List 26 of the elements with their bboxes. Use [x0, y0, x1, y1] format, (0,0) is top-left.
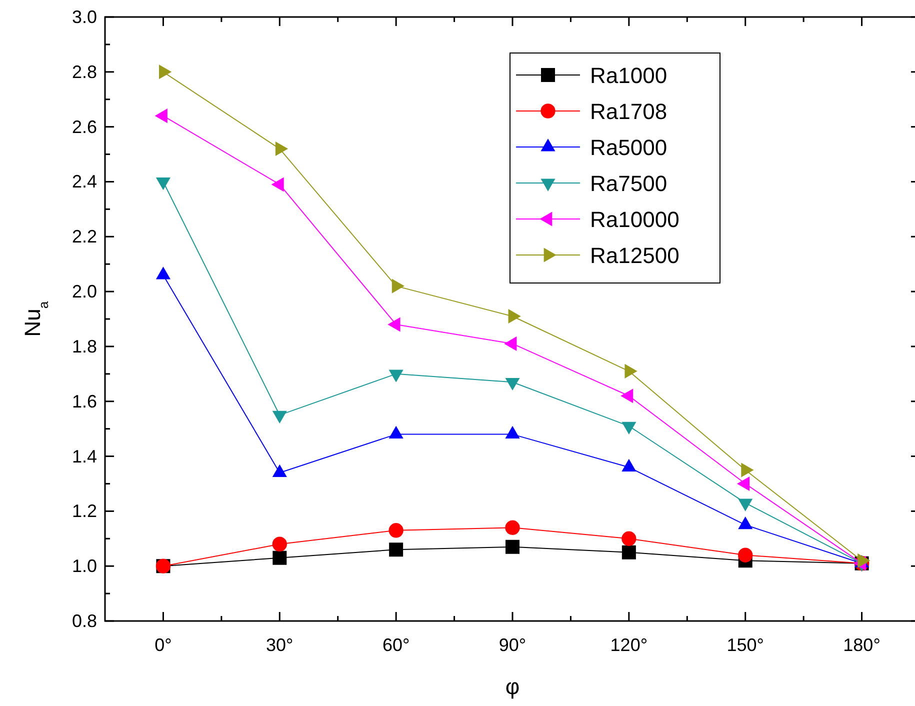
y-tick-label: 1.6	[72, 391, 97, 412]
legend-label: Ra7500	[590, 171, 668, 196]
y-tick-label: 3.0	[72, 7, 97, 27]
x-tick-label: 150°	[726, 635, 764, 655]
y-tick-label: 2.8	[72, 62, 97, 82]
legend-label: Ra1708	[590, 99, 668, 124]
x-tick-label: 180°	[843, 635, 880, 655]
x-axis-title: φ	[505, 674, 520, 699]
x-tick-label: 60°	[382, 635, 410, 655]
legend-label: Ra10000	[590, 207, 680, 232]
y-tick-label: 1.4	[72, 446, 97, 466]
y-tick-label: 1.0	[72, 556, 97, 576]
y-tick-label: 2.0	[72, 282, 97, 302]
legend-label: Ra1000	[590, 63, 668, 88]
y-tick-label: 1.2	[72, 501, 97, 522]
y-tick-label: 1.8	[72, 336, 97, 356]
y-tick-label: 2.4	[72, 172, 97, 192]
y-tick-label: 0.8	[72, 611, 97, 631]
x-tick-label: 0°	[154, 635, 172, 655]
y-tick-label: 2.2	[72, 226, 97, 247]
y-tick-label: 2.6	[72, 116, 97, 137]
legend-label: Ra5000	[590, 135, 668, 160]
legend-label: Ra12500	[590, 243, 680, 268]
x-tick-label: 120°	[610, 635, 648, 655]
x-tick-label: 90°	[498, 635, 526, 655]
x-tick-label: 30°	[266, 635, 294, 655]
